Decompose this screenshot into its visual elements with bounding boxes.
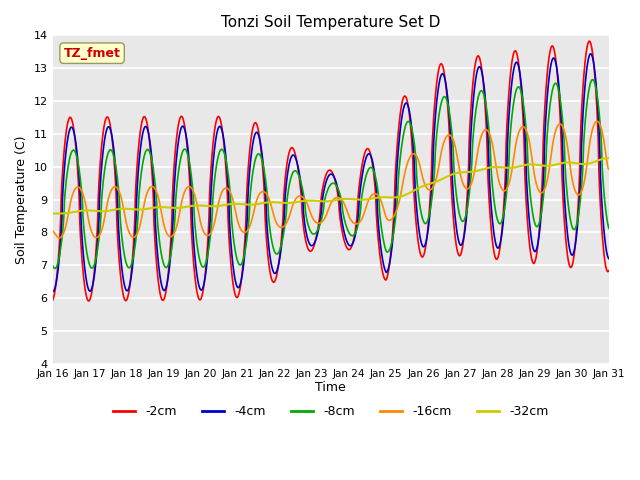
-32cm [49,211,56,216]
-4cm [605,256,612,262]
-8cm [116,201,124,207]
-8cm [221,155,229,161]
X-axis label: Time: Time [316,382,346,395]
Line: -8cm: -8cm [52,80,609,268]
-8cm [84,255,92,261]
-8cm [51,265,59,271]
-16cm [49,228,56,234]
-4cm [84,284,92,290]
-32cm [478,167,486,172]
-2cm [49,298,56,303]
-16cm [56,235,63,241]
-8cm [433,129,441,135]
Y-axis label: Soil Temperature (C): Soil Temperature (C) [15,135,28,264]
-16cm [593,119,601,124]
-4cm [115,230,123,236]
-4cm [433,97,441,103]
Line: -4cm: -4cm [52,54,609,291]
Legend: -2cm, -4cm, -8cm, -16cm, -32cm: -2cm, -4cm, -8cm, -16cm, -32cm [108,400,554,423]
-32cm [116,206,124,212]
-4cm [49,288,56,294]
-2cm [478,70,486,76]
-8cm [589,77,596,83]
Line: -2cm: -2cm [52,41,609,301]
-32cm [433,179,441,184]
-8cm [478,88,486,94]
-16cm [116,190,124,195]
Title: Tonzi Soil Temperature Set D: Tonzi Soil Temperature Set D [221,15,440,30]
-4cm [116,241,124,247]
-32cm [605,155,612,161]
-8cm [605,225,612,231]
-2cm [433,78,441,84]
-16cm [433,173,441,179]
-8cm [49,263,56,268]
-16cm [84,213,92,219]
Line: -16cm: -16cm [52,121,609,238]
-4cm [49,288,57,294]
-4cm [587,51,595,57]
Line: -32cm: -32cm [52,158,609,214]
-32cm [84,207,92,213]
-16cm [478,131,486,137]
-2cm [84,297,92,303]
-32cm [115,206,123,212]
-2cm [605,268,612,274]
-2cm [586,38,593,44]
-2cm [116,263,124,268]
-4cm [478,71,486,77]
-32cm [221,202,229,208]
Text: TZ_fmet: TZ_fmet [63,47,120,60]
-8cm [115,190,123,195]
-4cm [221,151,229,157]
-2cm [85,298,93,304]
-16cm [605,166,612,172]
-2cm [221,161,229,167]
-16cm [115,188,123,193]
-2cm [115,253,123,259]
-16cm [221,185,229,191]
-32cm [54,211,62,216]
